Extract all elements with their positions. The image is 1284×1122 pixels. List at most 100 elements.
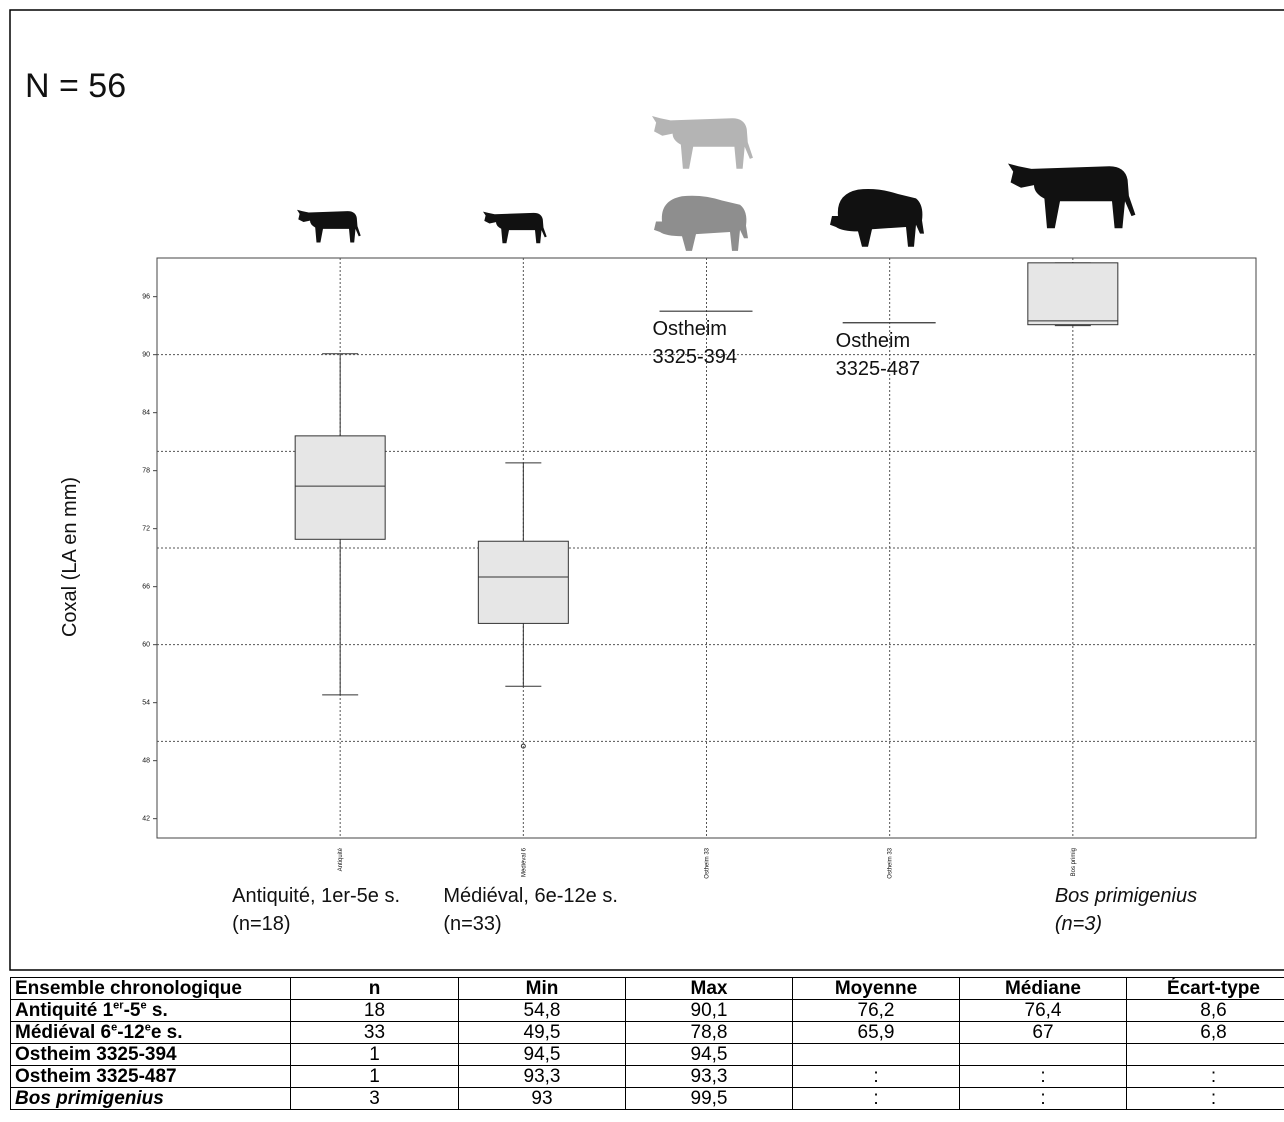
y-tick-label: 90 xyxy=(142,352,150,359)
header-cell: Écart-type xyxy=(1126,977,1284,1000)
cattle-icon xyxy=(297,209,361,243)
group-caption: Médiéval, 6e-12e s. xyxy=(443,885,618,907)
table-cell: 1 xyxy=(290,1043,459,1066)
annotation: Ostheim xyxy=(653,318,727,340)
box xyxy=(294,435,386,540)
table-cell: 18 xyxy=(290,999,459,1022)
aurochs-icon xyxy=(652,116,753,169)
header-cell: n xyxy=(290,977,459,1000)
y-axis-title: Coxal (LA en mm) xyxy=(59,477,81,637)
table-cell: 99,5 xyxy=(625,1087,793,1110)
table-cell: 3 xyxy=(290,1087,459,1110)
aurochs-icon xyxy=(1008,163,1136,229)
x-tick-label: Ostheim 33 xyxy=(888,847,894,878)
label-part: Ostheim 3325-394 xyxy=(15,1043,177,1065)
table-cell xyxy=(792,1043,960,1066)
y-tick-label: 48 xyxy=(142,758,150,765)
y-tick-label: 78 xyxy=(142,468,150,475)
label-part: e xyxy=(111,1021,118,1034)
table-cell: 93,3 xyxy=(625,1065,793,1088)
box xyxy=(1027,262,1119,326)
x-tick-label: Ostheim 33 xyxy=(705,847,711,878)
table-row: Antiquité 1er-5e s. 18 54,8 90,1 76,2 76,4 8,6 xyxy=(10,999,1284,1022)
table-cell: : xyxy=(1126,1087,1284,1110)
stats-table: Ensemble chronologique n Min Max Moyenne Médi… xyxy=(10,977,1284,1110)
table-cell: : xyxy=(792,1065,960,1088)
y-tick-label: 54 xyxy=(142,700,150,707)
animal-icons xyxy=(297,116,1136,251)
table-cell: 65,9 xyxy=(792,1021,960,1044)
y-tick-label: 66 xyxy=(142,584,150,591)
header-row: Ensemble chronologique n Min Max Moyenne Médi… xyxy=(10,977,1284,1000)
table-cell: 94,5 xyxy=(625,1043,793,1066)
table-cell xyxy=(1126,1043,1284,1066)
y-tick-label: 60 xyxy=(142,642,150,649)
table-cell: 33 xyxy=(290,1021,459,1044)
box xyxy=(477,540,569,624)
table-cell: 54,8 xyxy=(458,999,626,1022)
group-caption: Antiquité, 1er-5e s. xyxy=(232,885,400,907)
label-part: Médiéval 6 xyxy=(15,1021,112,1043)
row-label: Antiquité 1er-5e s. xyxy=(10,999,291,1022)
label-part: s. xyxy=(146,999,168,1021)
table-cell: 49,5 xyxy=(458,1021,626,1044)
label-part: Antiquité 1 xyxy=(15,999,114,1021)
table-cell: 93,3 xyxy=(458,1065,626,1088)
table-cell: 67 xyxy=(959,1021,1127,1044)
table-cell: : xyxy=(959,1065,1127,1088)
table-cell: 76,2 xyxy=(792,999,960,1022)
bison-icon xyxy=(830,189,924,247)
table-cell: 93 xyxy=(458,1087,626,1110)
group-caption: (n=33) xyxy=(443,913,501,935)
label-part: e s. xyxy=(150,1021,183,1043)
label-part: Bos primigenius xyxy=(15,1087,164,1109)
table-row: Ostheim 3325-394 1 94,5 94,5 xyxy=(10,1043,1284,1066)
bison-icon xyxy=(654,195,748,251)
x-tick-label: Antiquité xyxy=(338,847,344,871)
outlier xyxy=(520,743,526,749)
table-cell: 90,1 xyxy=(625,999,793,1022)
table-cell: 8,6 xyxy=(1126,999,1284,1022)
y-tick-label: 84 xyxy=(142,410,150,417)
row-label: Ostheim 3325-394 xyxy=(10,1043,291,1066)
group-caption: (n=3) xyxy=(1055,913,1102,935)
header-cell: Moyenne xyxy=(792,977,960,1000)
annotation: 3325-487 xyxy=(836,358,921,380)
chart-title: N = 56 xyxy=(25,67,126,105)
y-tick-label: 42 xyxy=(142,816,150,823)
x-tick-label: Bos primig xyxy=(1071,848,1077,876)
header-cell: Ensemble chronologique xyxy=(10,977,291,1000)
table-cell: : xyxy=(959,1087,1127,1110)
table-cell: 1 xyxy=(290,1065,459,1088)
y-tick-label: 96 xyxy=(142,294,150,301)
annotation: Ostheim xyxy=(836,330,910,352)
header-cell: Médiane xyxy=(959,977,1127,1000)
table-cell: : xyxy=(1126,1065,1284,1088)
x-tick-label: Médiéval 6 xyxy=(521,847,527,877)
group-caption: (n=18) xyxy=(232,913,290,935)
group-caption: Bos primigenius xyxy=(1055,885,1197,907)
table-cell: : xyxy=(792,1087,960,1110)
label-part: -5 xyxy=(123,999,141,1021)
row-label: Médiéval 6e-12ee s. xyxy=(10,1021,291,1044)
table-row: Ostheim 3325-487 1 93,3 93,3::: xyxy=(10,1065,1284,1088)
table-cell xyxy=(959,1043,1127,1066)
label-part: e xyxy=(140,999,147,1012)
frame xyxy=(9,9,1284,971)
annotation: 3325-394 xyxy=(653,346,738,368)
chart: N = 56 Coxal (LA en mm) 42 48 54 60 66 72 78 84… xyxy=(9,9,1284,971)
label-part: -12 xyxy=(117,1021,145,1043)
label-part: e xyxy=(144,1021,151,1034)
table-cell: 76,4 xyxy=(959,999,1127,1022)
row-label: Ostheim 3325-487 xyxy=(10,1065,291,1088)
table-row: Bos primigenius 3 93 99,5::: xyxy=(10,1087,1284,1110)
table-row: Médiéval 6e-12ee s. 33 49,5 78,8 65,9 67 6,8 xyxy=(10,1021,1284,1044)
cattle-icon xyxy=(483,211,547,244)
table-cell: 94,5 xyxy=(458,1043,626,1066)
table-cell: 6,8 xyxy=(1126,1021,1284,1044)
row-label: Bos primigenius xyxy=(10,1087,291,1110)
label-part: Ostheim 3325-487 xyxy=(15,1065,177,1087)
header-cell: Max xyxy=(625,977,793,1000)
label-part: er xyxy=(113,999,124,1012)
